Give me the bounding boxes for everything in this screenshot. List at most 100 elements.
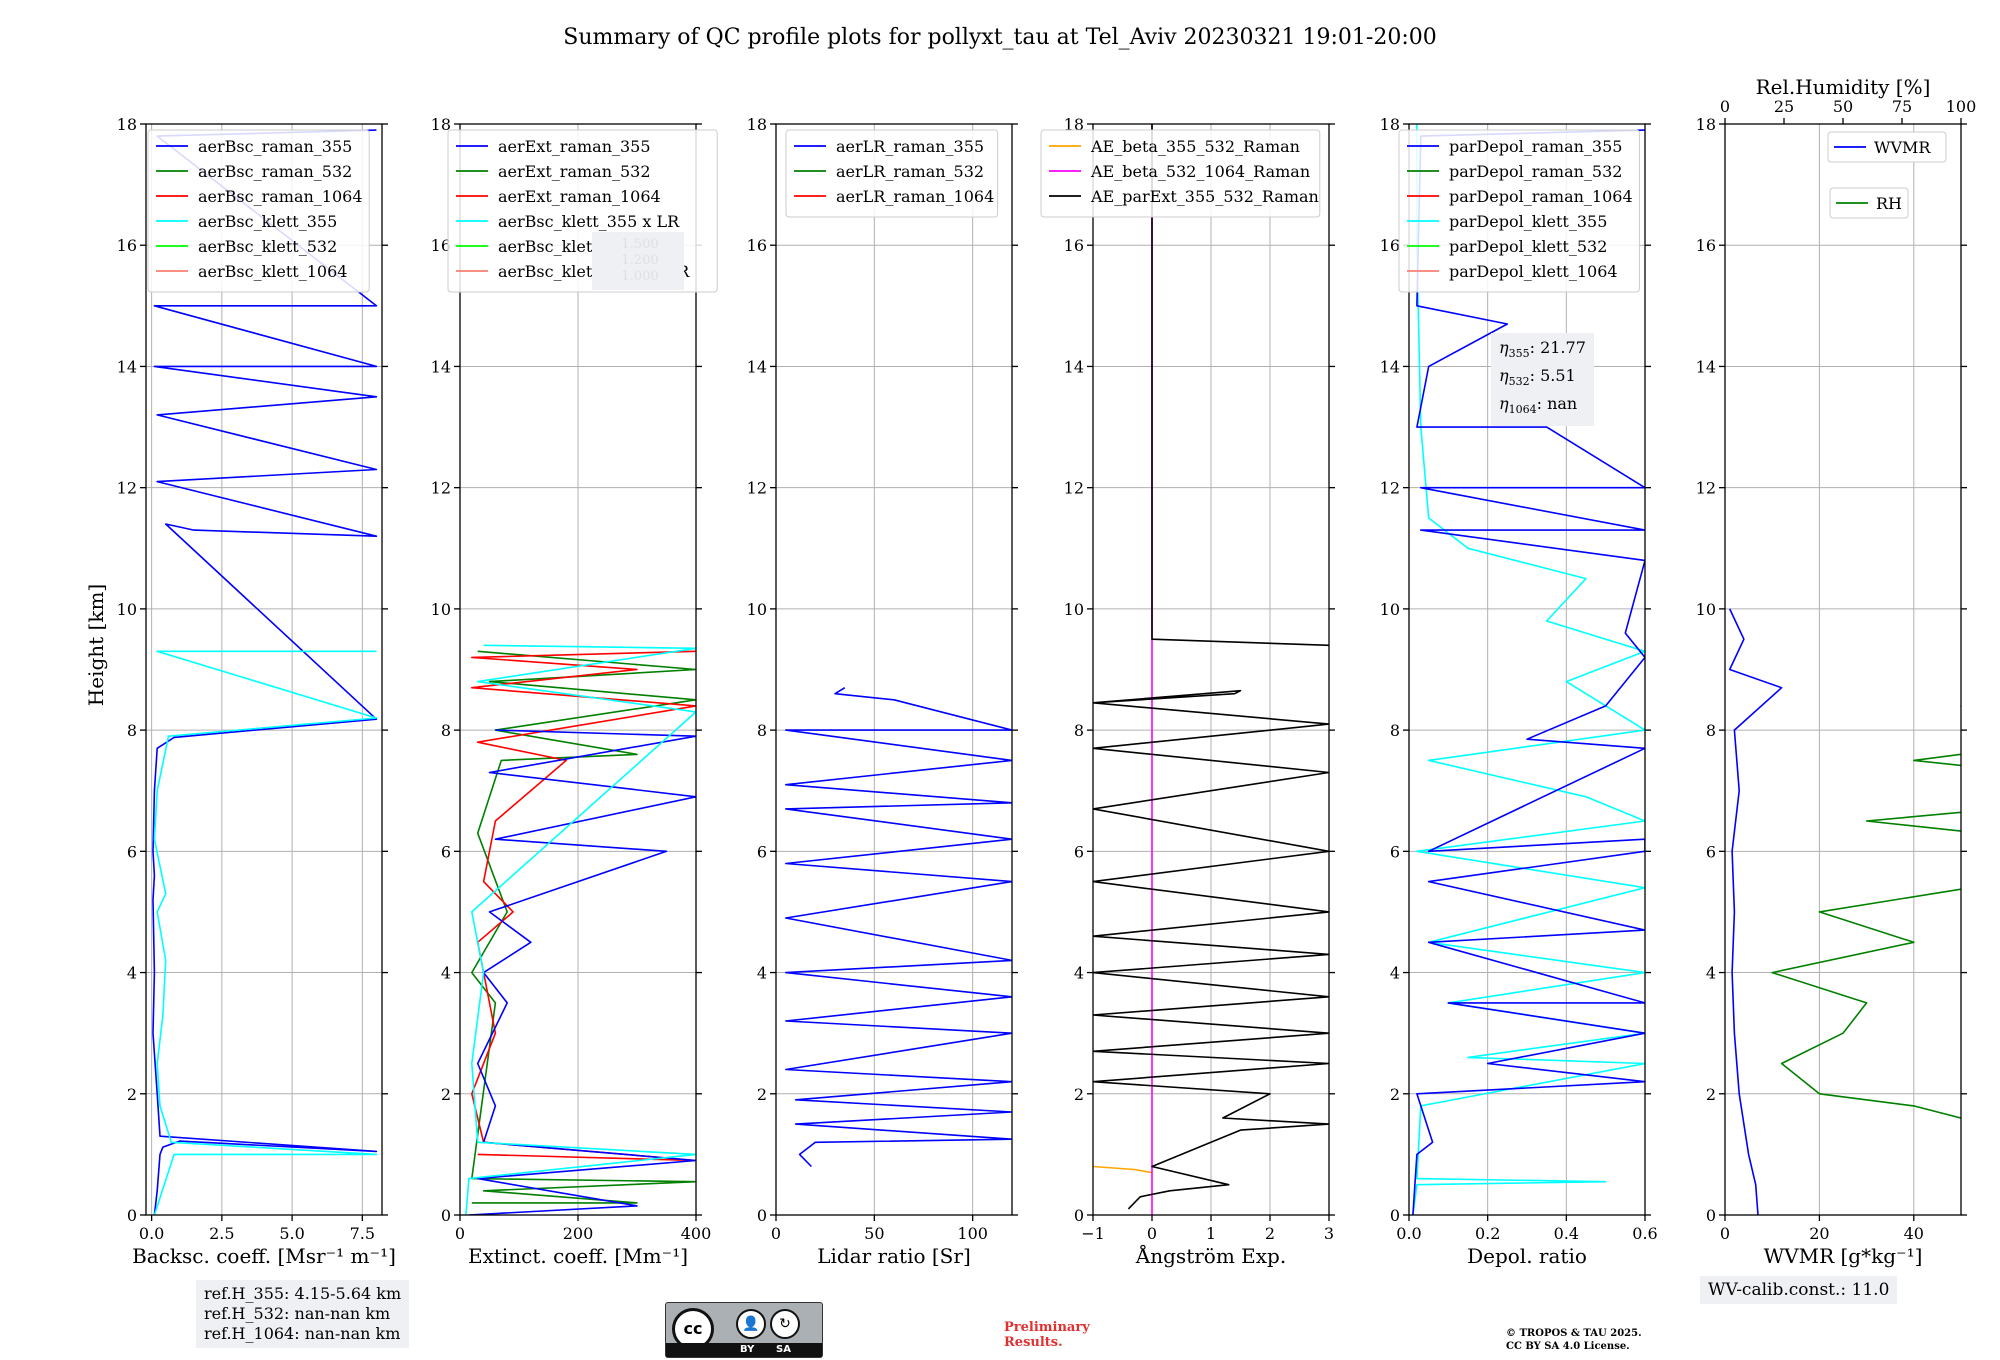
series-AE_parExt_355_532_Raman xyxy=(1093,689,1329,1210)
xtick-label: 1 xyxy=(1206,1224,1216,1243)
xtick-label: 400 xyxy=(681,1224,712,1243)
reference-height-box: ref.H_355: 4.15-5.64 km ref.H_532: nan-n… xyxy=(196,1280,410,1348)
xtick-label: 2.5 xyxy=(209,1224,234,1243)
eta-355: η355: 21.77 xyxy=(1499,338,1586,361)
xtick-label: 0 xyxy=(1720,1224,1730,1243)
xtick-label: 0.4 xyxy=(1554,1224,1579,1243)
legend-label: RH xyxy=(1876,194,1902,213)
ytick-label: 2 xyxy=(1074,1085,1084,1104)
ytick-label: 18 xyxy=(117,115,137,134)
series-parDepol_raman_355 xyxy=(1412,129,1645,1215)
ytick-label: 4 xyxy=(1074,964,1084,983)
legend-label: aerExt_raman_532 xyxy=(498,162,651,181)
ytick-label: 6 xyxy=(1390,842,1400,861)
legend-label: parDepol_klett_532 xyxy=(1449,237,1607,256)
legend-box xyxy=(1827,131,1947,163)
legend-label: parDepol_klett_1064 xyxy=(1449,262,1618,281)
ytick-label: 16 xyxy=(431,236,451,255)
legend-box xyxy=(785,129,999,218)
ytick-label: 2 xyxy=(757,1085,767,1104)
ytick-label: 4 xyxy=(1706,964,1716,983)
x-axis-label: WVMR [g*kg⁻¹] xyxy=(1764,1244,1923,1268)
legend-label: aerExt_raman_1064 xyxy=(498,187,661,206)
legend-label: aerBsc_klett_532 xyxy=(198,237,337,256)
legend-label: parDepol_klett_355 xyxy=(1449,212,1607,231)
xtick-label: 0.2 xyxy=(1475,1224,1500,1243)
xtick-label: 5.0 xyxy=(279,1224,304,1243)
faded-info-text: 1.200 xyxy=(621,253,658,268)
xtick-label: 0.0 xyxy=(1396,1224,1421,1243)
series-group xyxy=(152,129,378,1215)
legend-label: aerBsc_klett_1064 xyxy=(198,262,347,281)
wv-calib-box: WV-calib.const.: 11.0 xyxy=(1700,1276,1898,1304)
ytick-label: 8 xyxy=(127,721,137,740)
ytick-label: 8 xyxy=(1074,721,1084,740)
top-xtick-label: 75 xyxy=(1892,97,1912,116)
legend-label: aerLR_raman_1064 xyxy=(836,187,994,206)
series-aerBsc_klett_355 x LR xyxy=(465,644,696,1215)
ytick-label: 12 xyxy=(747,479,767,498)
ytick-label: 6 xyxy=(127,842,137,861)
ref-h-355: ref.H_355: 4.15-5.64 km xyxy=(204,1284,402,1303)
legend-label: aerLR_raman_355 xyxy=(836,137,984,156)
ytick-label: 6 xyxy=(1074,842,1084,861)
attribution-icon: 👤 xyxy=(736,1309,766,1339)
ytick-label: 16 xyxy=(1696,236,1716,255)
ytick-label: 12 xyxy=(1696,479,1716,498)
legend-label: aerBsc_raman_532 xyxy=(198,162,352,181)
ytick-label: 16 xyxy=(117,236,137,255)
top-xtick-label: 50 xyxy=(1833,97,1853,116)
legend-label: AE_beta_355_532_Raman xyxy=(1090,137,1300,156)
x-axis-label: Backsc. coeff. [Msr⁻¹ m⁻¹] xyxy=(132,1244,396,1268)
ytick-label: 10 xyxy=(431,600,451,619)
top-xtick-label: 100 xyxy=(1946,97,1977,116)
x-axis-label: Extinct. coeff. [Mm⁻¹] xyxy=(468,1244,688,1268)
axes-frame xyxy=(775,123,1013,1216)
faded-info-text: 1.000 xyxy=(621,269,658,284)
xtick-label: 0 xyxy=(771,1224,781,1243)
ytick-label: 12 xyxy=(117,479,137,498)
ytick-label: 2 xyxy=(1390,1085,1400,1104)
series-aerBsc_klett_355 xyxy=(153,650,378,1215)
legend-box xyxy=(1398,129,1640,293)
eta-1064: η1064: nan xyxy=(1499,394,1578,417)
xtick-label: 7.5 xyxy=(350,1224,375,1243)
xtick-label: −1 xyxy=(1081,1224,1105,1243)
series-group xyxy=(465,644,696,1215)
ytick-label: 14 xyxy=(431,357,451,376)
ytick-label: 14 xyxy=(117,357,137,376)
series-group xyxy=(1412,124,1645,1215)
ref-h-532: ref.H_532: nan-nan km xyxy=(204,1304,391,1323)
sharealike-icon: ↻ xyxy=(770,1309,800,1339)
legend-label: aerBsc_raman_1064 xyxy=(198,187,363,206)
top-xtick-label: 0 xyxy=(1720,97,1730,116)
copyright-note: © TROPOS & TAU 2025. CC BY SA 4.0 Licens… xyxy=(1506,1328,1642,1352)
eta-box: η355: 21.77 η532: 5.51 η1064: nan xyxy=(1491,333,1594,426)
series-group xyxy=(1728,608,1961,1215)
legend-label: parDepol_raman_1064 xyxy=(1449,187,1633,206)
preliminary-results-note: Preliminary Results. xyxy=(1004,1320,1090,1350)
ytick-label: 18 xyxy=(747,115,767,134)
ytick-label: 6 xyxy=(757,842,767,861)
series-aerBsc_raman_355 xyxy=(152,129,378,1215)
eta-532: η532: 5.51 xyxy=(1499,366,1576,389)
ytick-label: 10 xyxy=(1064,600,1084,619)
badge-bar: BY SA xyxy=(666,1343,822,1357)
top-xtick-label: 25 xyxy=(1774,97,1794,116)
series-group xyxy=(1093,124,1329,1215)
legend-label: aerBsc_raman_355 xyxy=(198,137,352,156)
legend-box xyxy=(1040,129,1321,218)
panel-dep: 0 2 4 6 8 10 12 14 16 18 0.0 0.2 0.4 0.6 Depol. ratio p… xyxy=(1380,115,1658,1268)
legend-label: AE_beta_532_1064_Raman xyxy=(1090,162,1310,181)
x-axis-label: Depol. ratio xyxy=(1467,1244,1587,1268)
ytick-label: 12 xyxy=(1380,479,1400,498)
legend-label: aerLR_raman_532 xyxy=(836,162,984,181)
cc-by-sa-badge: cc 👤 ↻ BY SA xyxy=(665,1302,823,1358)
series-AE_parExt_355_532_Raman_upper xyxy=(1151,124,1329,647)
ytick-label: 2 xyxy=(1706,1085,1716,1104)
xtick-label: 2 xyxy=(1265,1224,1275,1243)
ytick-label: 2 xyxy=(127,1085,137,1104)
